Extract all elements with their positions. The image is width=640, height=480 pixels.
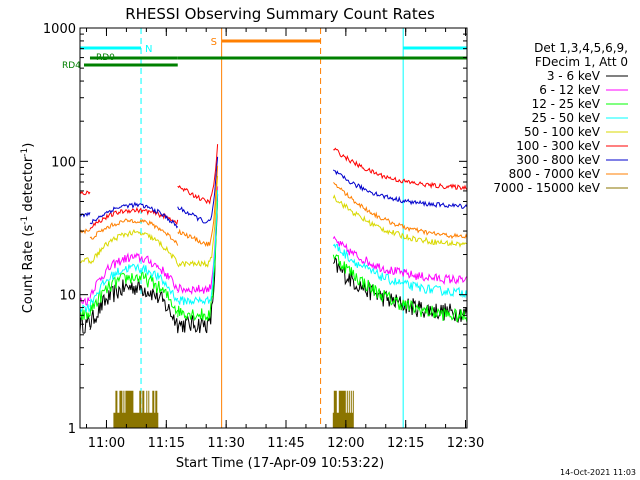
- legend-label-1: 6 - 12 keV: [539, 83, 601, 97]
- series-line-7000-15000-kev: [113, 390, 354, 428]
- series-line-25-50-kev: [79, 190, 468, 313]
- legend-label-5: 100 - 300 keV: [516, 139, 600, 153]
- y-tick-label-1: 1: [68, 422, 76, 437]
- night-flag-label: N: [145, 44, 152, 55]
- series-line-12-25-kev: [79, 200, 468, 323]
- x-tick-label-1130: 11:30: [207, 436, 244, 451]
- rd4-flag-label: RD4: [62, 61, 81, 71]
- x-tick-label-1215: 12:15: [387, 436, 424, 451]
- data-series-group: [79, 144, 468, 428]
- legend-label-3: 25 - 50 keV: [532, 111, 601, 125]
- legend-label-0: 3 - 6 keV: [547, 69, 601, 83]
- y-tick-label-10: 10: [59, 289, 76, 304]
- series-line-100-300-kev: [79, 144, 468, 230]
- y-tick-label-1000: 1000: [43, 22, 76, 37]
- x-tick-label-1100: 11:00: [88, 436, 125, 451]
- x-tick-label-1145: 11:45: [267, 436, 304, 451]
- legend-header-1: Det 1,3,4,5,6,9,: [534, 41, 628, 55]
- x-tick-label-1230: 12:30: [447, 436, 484, 451]
- x-axis-label: Start Time (17-Apr-09 10:53:22): [176, 456, 384, 471]
- legend-label-2: 12 - 25 keV: [532, 97, 601, 111]
- chart-title: RHESSI Observing Summary Count Rates: [125, 5, 435, 23]
- legend-label-4: 50 - 100 keV: [524, 125, 601, 139]
- timestamp: 14-Oct-2021 11:03: [560, 468, 636, 477]
- x-tick-label-1200: 12:00: [327, 436, 364, 451]
- y-tick-label-100: 100: [51, 155, 76, 170]
- plot-frame: [79, 27, 468, 429]
- rd0-flag-label: RD0: [96, 53, 115, 63]
- legend-label-7: 800 - 7000 keV: [509, 167, 601, 181]
- legend-label-8: 7000 - 15000 keV: [493, 181, 600, 195]
- series-line-300-800-kev: [79, 156, 468, 229]
- legend-label-6: 300 - 800 keV: [516, 153, 600, 167]
- series-line-50-100-kev: [79, 175, 468, 268]
- legend-header-2: FDecim 1, Att 0: [535, 55, 628, 69]
- series-line-800-7000-kev: [79, 165, 468, 248]
- axes-group: 1 10 100 1000 11:00 11:15 11:30 11:45 12:00 12:15…: [43, 22, 484, 451]
- x-tick-label-1115: 11:15: [148, 436, 185, 451]
- series-line-3-6-kev: [79, 194, 468, 334]
- series-line-6-12-kev: [79, 186, 468, 306]
- legend: Det 1,3,4,5,6,9, FDecim 1, Att 0 3 - 6 k…: [493, 41, 628, 195]
- y-axis-label: Count Rate (s-1 detector-1): [20, 143, 36, 314]
- saa-flag-label: S: [211, 37, 217, 48]
